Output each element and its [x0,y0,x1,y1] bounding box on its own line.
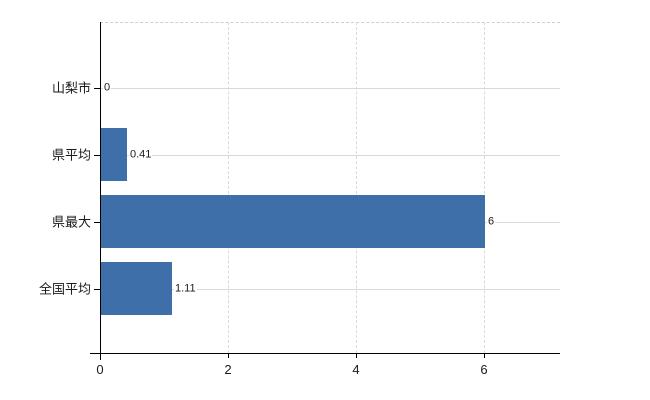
bar [101,262,172,315]
bar-value-label: 1.11 [174,282,197,296]
bar-value-label: 6 [487,215,496,229]
category-label: 県平均 [51,147,91,163]
x-tick-label: 0 [96,362,104,377]
v-gridline [356,22,357,353]
x-tick-label: 2 [224,362,232,377]
category-label: 県最大 [51,214,91,230]
category-label: 全国平均 [38,281,91,297]
row-gridline [101,88,560,89]
y-axis-line [100,22,101,360]
v-gridline [228,22,229,353]
bar [101,128,127,181]
y-tick [94,88,100,89]
x-axis-line [90,353,560,354]
bar-value-label: 0.41 [129,148,153,162]
bar-value-label: 0 [103,81,112,95]
y-tick [94,222,100,223]
x-tick [484,354,485,358]
category-label: 山梨市 [51,80,91,96]
x-tick-label: 4 [352,362,360,377]
bar [101,195,485,248]
row-gridline [101,155,560,156]
plot-top-border [100,22,560,23]
y-tick [94,155,100,156]
row-gridline [101,289,560,290]
y-tick [94,289,100,290]
v-gridline [484,22,485,353]
x-tick [356,354,357,358]
x-tick-label: 6 [480,362,488,377]
x-tick [228,354,229,358]
